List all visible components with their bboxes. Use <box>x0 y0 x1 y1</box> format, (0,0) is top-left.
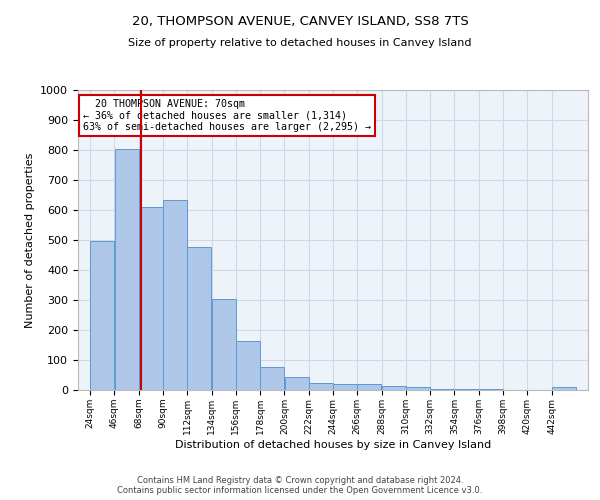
Bar <box>187 247 211 390</box>
Bar <box>115 149 139 390</box>
Bar <box>455 389 479 390</box>
Text: Contains HM Land Registry data © Crown copyright and database right 2024.
Contai: Contains HM Land Registry data © Crown c… <box>118 476 482 495</box>
Bar <box>382 386 406 390</box>
Text: Size of property relative to detached houses in Canvey Island: Size of property relative to detached ho… <box>128 38 472 48</box>
Bar <box>406 387 430 390</box>
Bar <box>333 384 357 390</box>
Y-axis label: Number of detached properties: Number of detached properties <box>25 152 35 328</box>
Bar <box>309 383 333 390</box>
Bar <box>284 376 308 390</box>
X-axis label: Distribution of detached houses by size in Canvey Island: Distribution of detached houses by size … <box>175 440 491 450</box>
Bar <box>90 241 115 390</box>
Text: 20, THOMPSON AVENUE, CANVEY ISLAND, SS8 7TS: 20, THOMPSON AVENUE, CANVEY ISLAND, SS8 … <box>131 15 469 28</box>
Bar <box>430 388 454 390</box>
Bar <box>551 387 576 390</box>
Bar <box>163 200 187 390</box>
Bar <box>260 366 284 390</box>
Bar <box>139 207 163 390</box>
Bar <box>236 341 260 390</box>
Bar <box>358 384 382 390</box>
Bar <box>212 300 236 390</box>
Text: 20 THOMPSON AVENUE: 70sqm  
← 36% of detached houses are smaller (1,314)
63% of : 20 THOMPSON AVENUE: 70sqm ← 36% of detac… <box>83 99 371 132</box>
